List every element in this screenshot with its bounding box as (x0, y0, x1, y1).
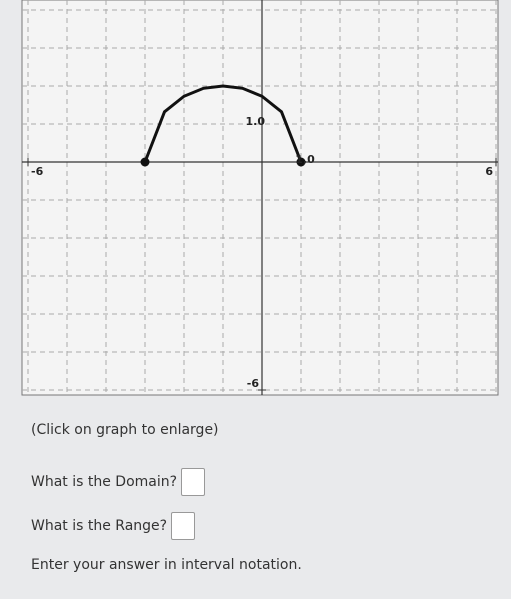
x-tick-label: -6 (31, 165, 44, 178)
answer-input[interactable] (181, 468, 206, 496)
question: What is the Range? (31, 512, 196, 540)
instructions: Enter your answer in interval notation. (31, 557, 302, 573)
endpoint (140, 157, 150, 167)
y-tick-label: -6 (247, 377, 260, 390)
caption[interactable]: (Click on graph to enlarge) (31, 422, 219, 438)
question-text: What is the Domain? (31, 474, 178, 490)
x-tick-label: 6 (485, 165, 493, 178)
point-label: 1.0 (246, 115, 266, 128)
endpoint (296, 157, 306, 167)
graph[interactable]: -6 6 -6 1.0 1,0 (0, 0, 511, 400)
answer-input[interactable] (171, 512, 196, 540)
question: What is the Domain? (31, 468, 206, 496)
curve (143, 84, 303, 163)
point-label: 1,0 (295, 153, 315, 166)
graph-frame (21, 0, 499, 396)
question-text: What is the Range? (31, 518, 168, 534)
